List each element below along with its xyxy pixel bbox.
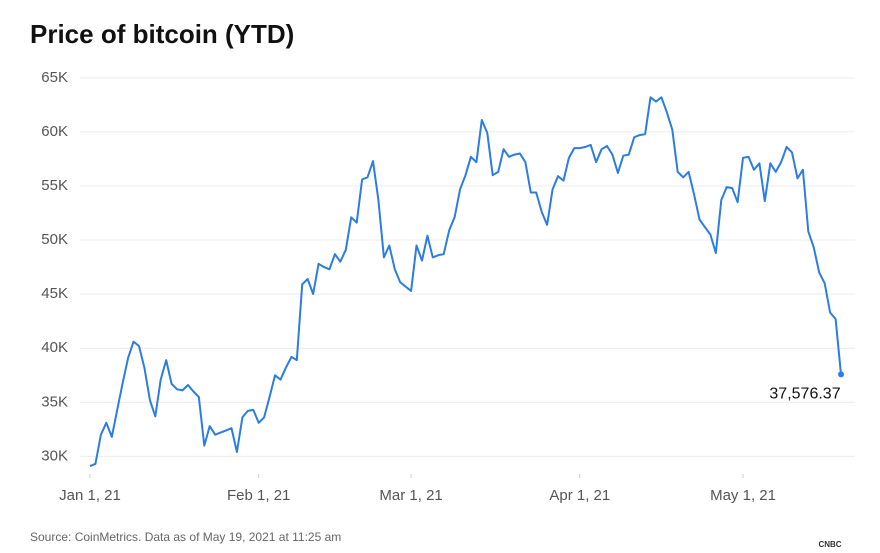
x-tick-label: Mar 1, 21 xyxy=(379,487,442,504)
x-tick-label: Apr 1, 21 xyxy=(549,487,610,504)
chart-title: Price of bitcoin (YTD) xyxy=(30,19,294,49)
logo: CNBC xyxy=(818,540,841,549)
value-label: 37,576.37 xyxy=(769,386,840,403)
y-tick-label: 35K xyxy=(41,393,68,410)
x-tick-label: May 1, 21 xyxy=(710,487,776,504)
y-tick-label: 55K xyxy=(41,177,68,194)
x-tick-label: Jan 1, 21 xyxy=(59,487,121,504)
y-tick-label: 65K xyxy=(41,69,68,86)
price-line xyxy=(89,96,842,468)
y-tick-label: 40K xyxy=(41,339,68,356)
y-tick-label: 50K xyxy=(41,231,68,248)
x-tick-label: Feb 1, 21 xyxy=(227,487,290,504)
source: Source: CoinMetrics. Data as of May 19, … xyxy=(30,530,341,544)
y-tick-label: 60K xyxy=(41,123,68,140)
y-tick-label: 30K xyxy=(41,447,68,464)
y-tick-label: 45K xyxy=(41,285,68,302)
end-point xyxy=(838,371,844,378)
